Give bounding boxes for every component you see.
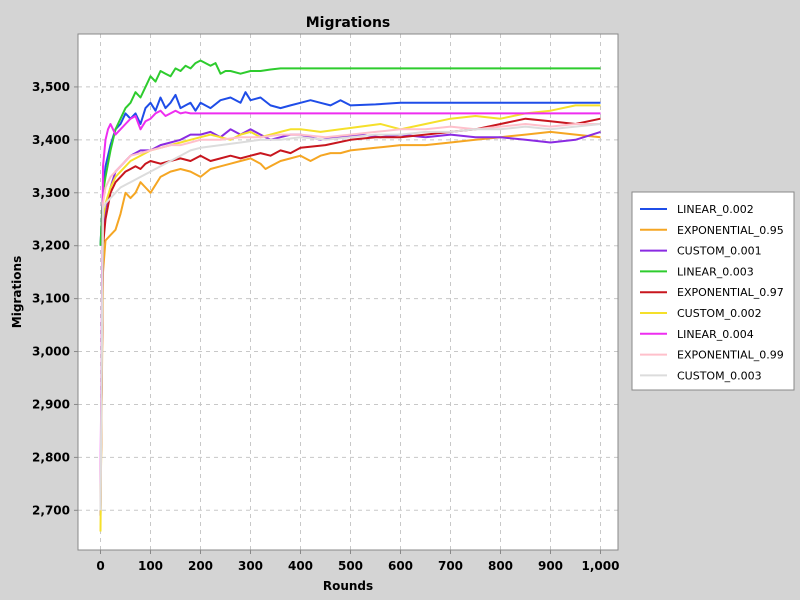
x-tick-label: 700 (438, 559, 463, 573)
legend-label: EXPONENTIAL_0.95 (677, 224, 784, 237)
x-tick-label: 1,000 (582, 559, 620, 573)
chart-title: Migrations (306, 15, 391, 31)
x-tick-label: 200 (188, 559, 213, 573)
x-tick-label: 600 (388, 559, 413, 573)
x-tick-label: 300 (238, 559, 263, 573)
legend-label: EXPONENTIAL_0.99 (677, 349, 784, 362)
y-axis: 2,700 2,800 2,900 3,000 3,100 3,200 3,300 3,400… (32, 80, 78, 517)
plot-border (77, 33, 619, 551)
legend: LINEAR_0.002 EXPONENTIAL_0.95 CUSTOM_0.001… (631, 191, 795, 391)
y-tick-label: 3,500 (32, 80, 70, 94)
x-tick-label: 900 (538, 559, 563, 573)
x-tick-label: 0 (96, 559, 104, 573)
y-tick-label: 3,400 (32, 133, 70, 147)
series-line-exponential-0-95 (99, 130, 601, 516)
y-axis-label: Migrations (10, 256, 24, 328)
legend-label: CUSTOM_0.003 (677, 369, 762, 382)
legend-label: CUSTOM_0.002 (677, 307, 762, 320)
legend-label: LINEAR_0.002 (677, 203, 754, 216)
x-tick-label: 500 (338, 559, 363, 573)
x-axis-label: Rounds (323, 579, 373, 593)
series-line-custom-0-003 (99, 123, 601, 511)
y-tick-label: 2,800 (32, 450, 70, 464)
y-tick-label: 3,000 (32, 345, 70, 359)
y-tick-label: 2,700 (32, 503, 70, 517)
legend-label: CUSTOM_0.001 (677, 245, 762, 258)
series-line-custom-0-002 (99, 104, 601, 532)
legend-label: LINEAR_0.003 (677, 265, 754, 278)
y-tick-label: 3,200 (32, 239, 70, 253)
series-line-linear-0-004 (99, 109, 601, 484)
plot-area (78, 34, 618, 550)
legend-box (631, 191, 795, 391)
x-tick-label: 400 (288, 559, 313, 573)
y-tick-label: 2,900 (32, 397, 70, 411)
x-tick-label: 100 (138, 559, 163, 573)
series-lines (99, 59, 601, 532)
y-tick-label: 3,100 (32, 292, 70, 306)
legend-items: LINEAR_0.002 EXPONENTIAL_0.95 CUSTOM_0.001… (640, 203, 784, 382)
series-line-linear-0-003 (99, 59, 601, 246)
x-tick-label: 800 (488, 559, 513, 573)
legend-label: EXPONENTIAL_0.97 (677, 286, 784, 299)
gridlines (78, 34, 618, 550)
legend-label: LINEAR_0.004 (677, 328, 754, 341)
y-tick-label: 3,300 (32, 186, 70, 200)
x-axis: 0 100 200 300 400 500 600 700 800 900 1,000 (96, 550, 619, 573)
